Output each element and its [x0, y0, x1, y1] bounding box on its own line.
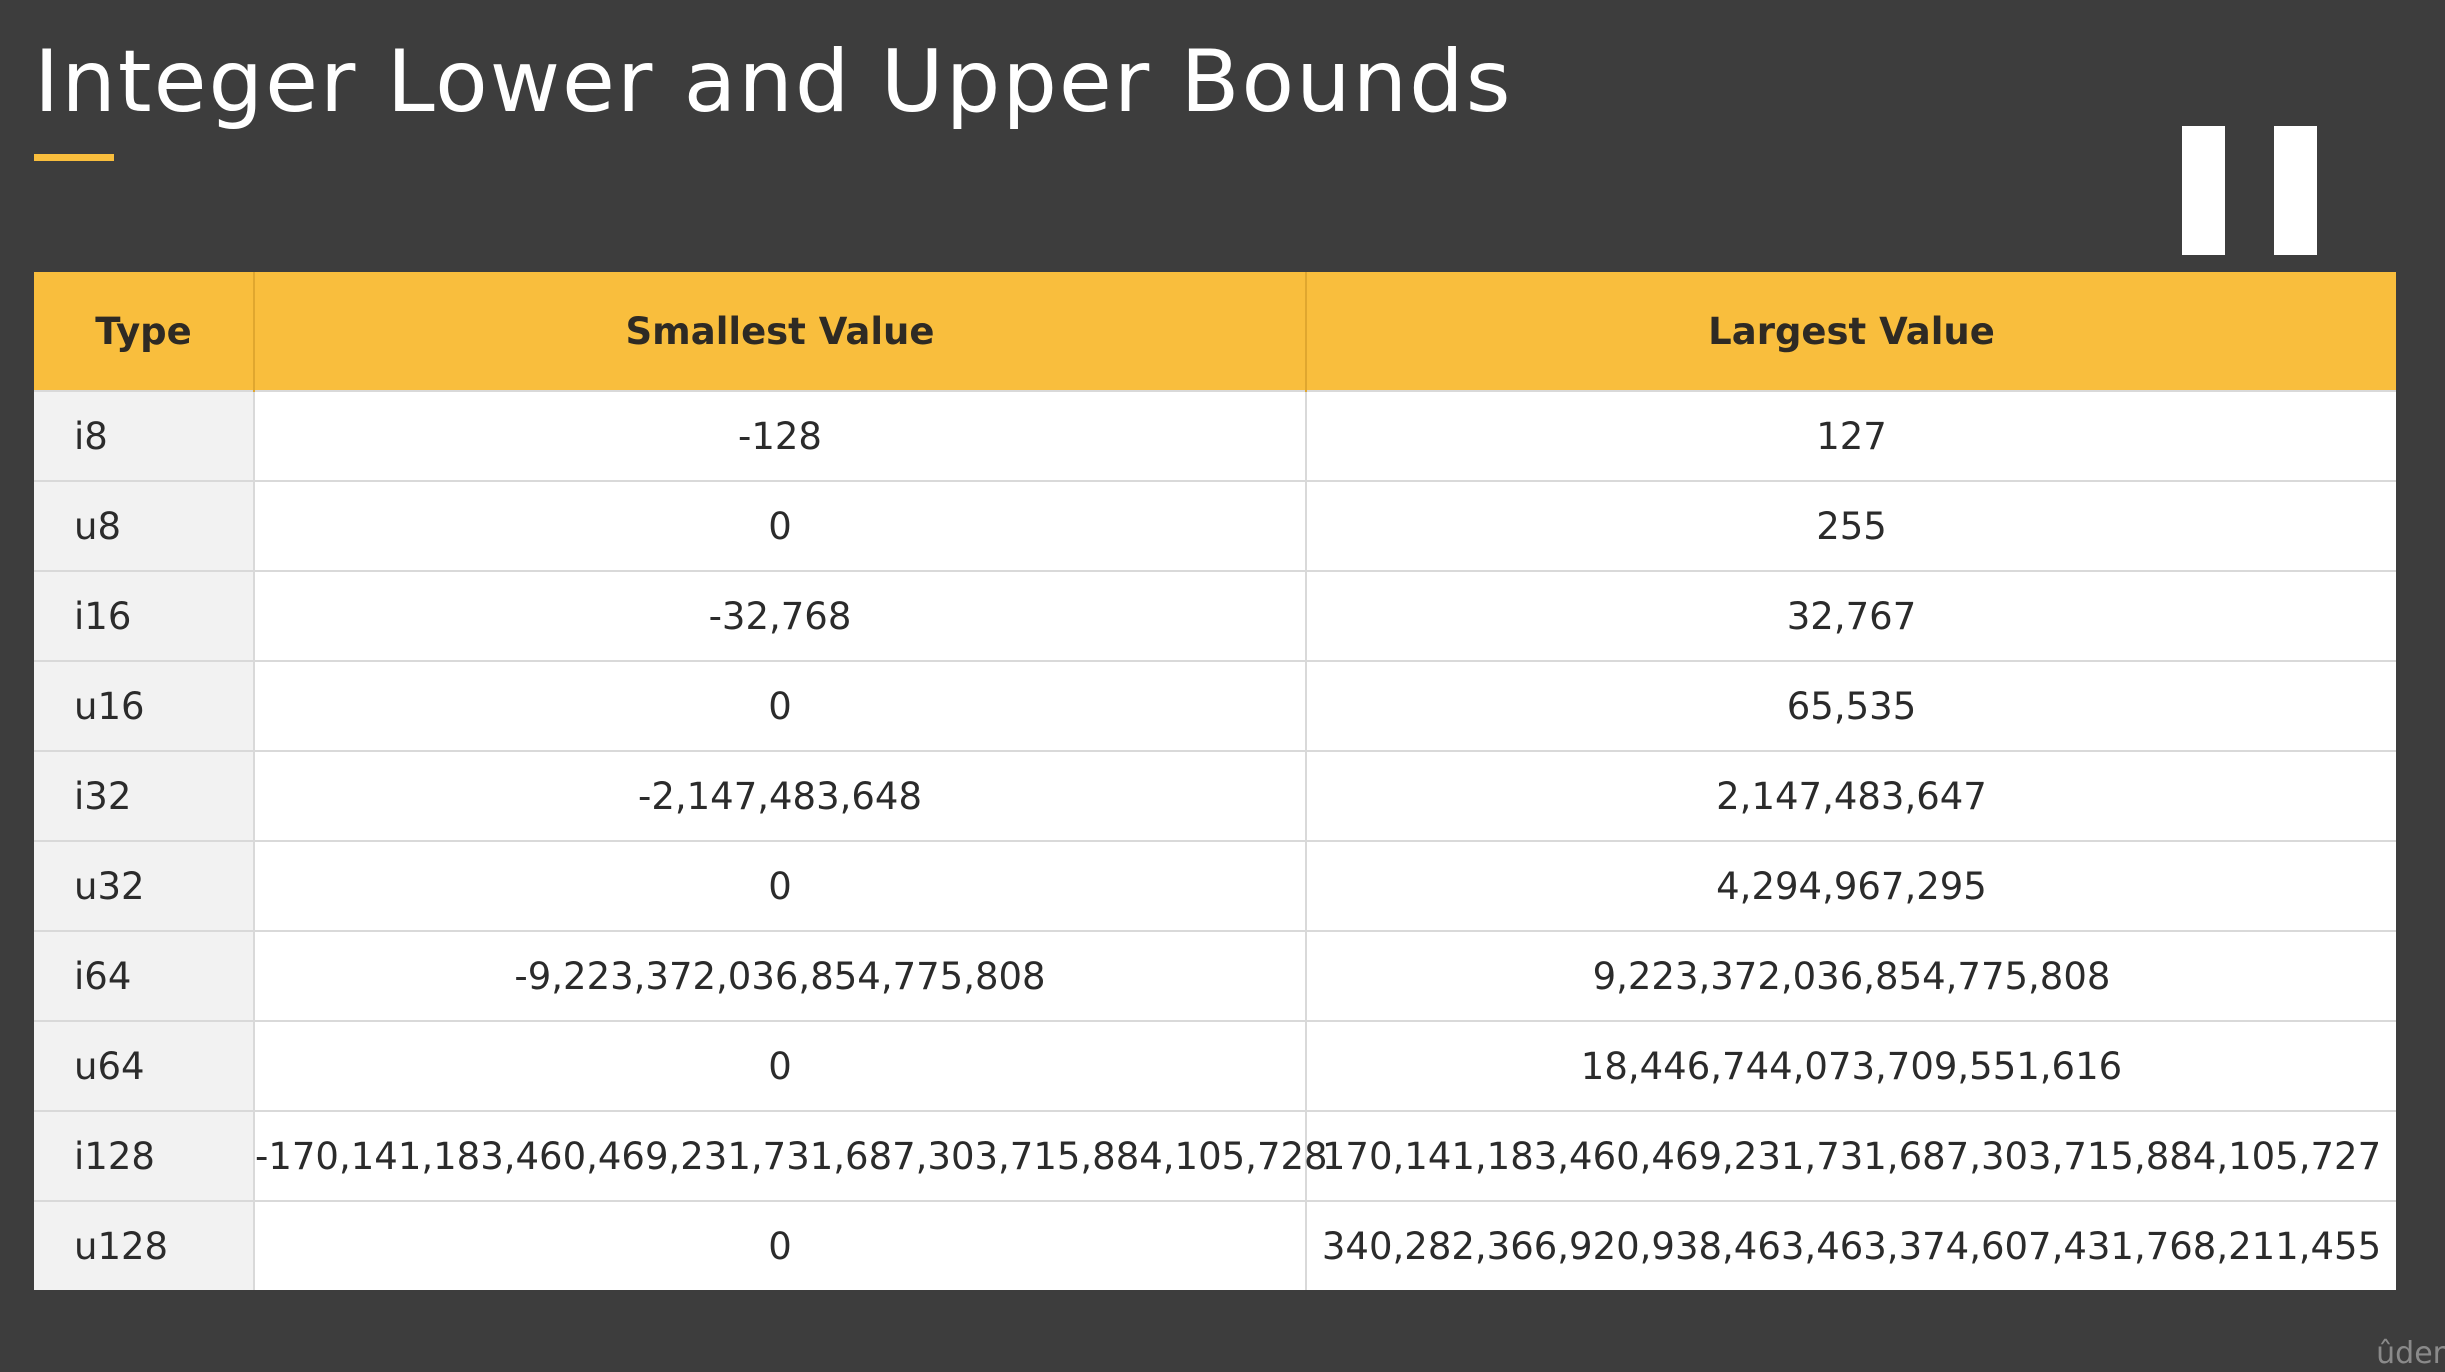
- udemy-watermark: ûder: [2376, 1336, 2445, 1371]
- title-underline: [34, 154, 114, 161]
- pause-icon-bar-left: [2182, 126, 2225, 255]
- largest-value-cell: 170,141,183,460,469,231,731,687,303,715,…: [1306, 1110, 2396, 1201]
- table-row: i128 -170,141,183,460,469,231,731,687,30…: [34, 1110, 2396, 1201]
- largest-value-cell: 32,767: [1306, 570, 2396, 661]
- smallest-value-cell: -170,141,183,460,469,231,731,687,303,715…: [254, 1110, 1328, 1201]
- header-type: Type: [34, 272, 255, 391]
- table-row: i8 -128 127: [34, 390, 2396, 481]
- type-cell: u128: [34, 1200, 255, 1290]
- largest-value-cell: 18,446,744,073,709,551,616: [1306, 1020, 2396, 1111]
- largest-value-cell: 65,535: [1306, 660, 2396, 751]
- type-cell: i32: [34, 750, 255, 841]
- largest-value-cell: 9,223,372,036,854,775,808: [1306, 930, 2396, 1021]
- pause-icon-bar-right: [2274, 126, 2317, 255]
- type-cell: u32: [34, 840, 255, 931]
- header-largest-value: Largest Value: [1306, 272, 2396, 391]
- smallest-value-cell: -32,768: [254, 570, 1307, 661]
- type-cell: u64: [34, 1020, 255, 1111]
- table-row: u64 0 18,446,744,073,709,551,616: [34, 1020, 2396, 1111]
- table-row: i64 -9,223,372,036,854,775,808 9,223,372…: [34, 930, 2396, 1021]
- smallest-value-cell: 0: [254, 1200, 1307, 1290]
- slide-title: Integer Lower and Upper Bounds: [34, 32, 1513, 132]
- integer-bounds-table: Type Smallest Value Largest Value i8 -12…: [34, 272, 2396, 1290]
- type-cell: u16: [34, 660, 255, 751]
- table-row: u16 0 65,535: [34, 660, 2396, 751]
- smallest-value-cell: 0: [254, 1020, 1307, 1111]
- type-cell: u8: [34, 480, 255, 571]
- type-cell: i128: [34, 1110, 255, 1201]
- header-smallest-value: Smallest Value: [254, 272, 1307, 391]
- largest-value-cell: 127: [1306, 390, 2396, 481]
- type-cell: i8: [34, 390, 255, 481]
- largest-value-cell: 255: [1306, 480, 2396, 571]
- table-row: i32 -2,147,483,648 2,147,483,647: [34, 750, 2396, 841]
- table-row: u8 0 255: [34, 480, 2396, 571]
- type-cell: i16: [34, 570, 255, 661]
- smallest-value-cell: -2,147,483,648: [254, 750, 1307, 841]
- table-row: u128 0 340,282,366,920,938,463,463,374,6…: [34, 1200, 2396, 1290]
- smallest-value-cell: 0: [254, 480, 1307, 571]
- table-header-row: Type Smallest Value Largest Value: [34, 272, 2396, 391]
- largest-value-cell: 340,282,366,920,938,463,463,374,607,431,…: [1306, 1200, 2396, 1290]
- pause-button[interactable]: [2182, 126, 2317, 255]
- smallest-value-cell: 0: [254, 840, 1307, 931]
- smallest-value-cell: -9,223,372,036,854,775,808: [254, 930, 1307, 1021]
- largest-value-cell: 2,147,483,647: [1306, 750, 2396, 841]
- type-cell: i64: [34, 930, 255, 1021]
- table-row: u32 0 4,294,967,295: [34, 840, 2396, 931]
- largest-value-cell: 4,294,967,295: [1306, 840, 2396, 931]
- smallest-value-cell: -128: [254, 390, 1307, 481]
- table-row: i16 -32,768 32,767: [34, 570, 2396, 661]
- smallest-value-cell: 0: [254, 660, 1307, 751]
